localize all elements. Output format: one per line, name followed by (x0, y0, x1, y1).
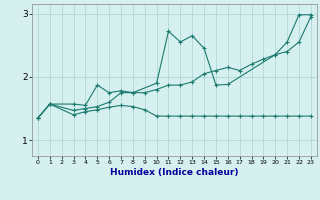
X-axis label: Humidex (Indice chaleur): Humidex (Indice chaleur) (110, 168, 239, 177)
